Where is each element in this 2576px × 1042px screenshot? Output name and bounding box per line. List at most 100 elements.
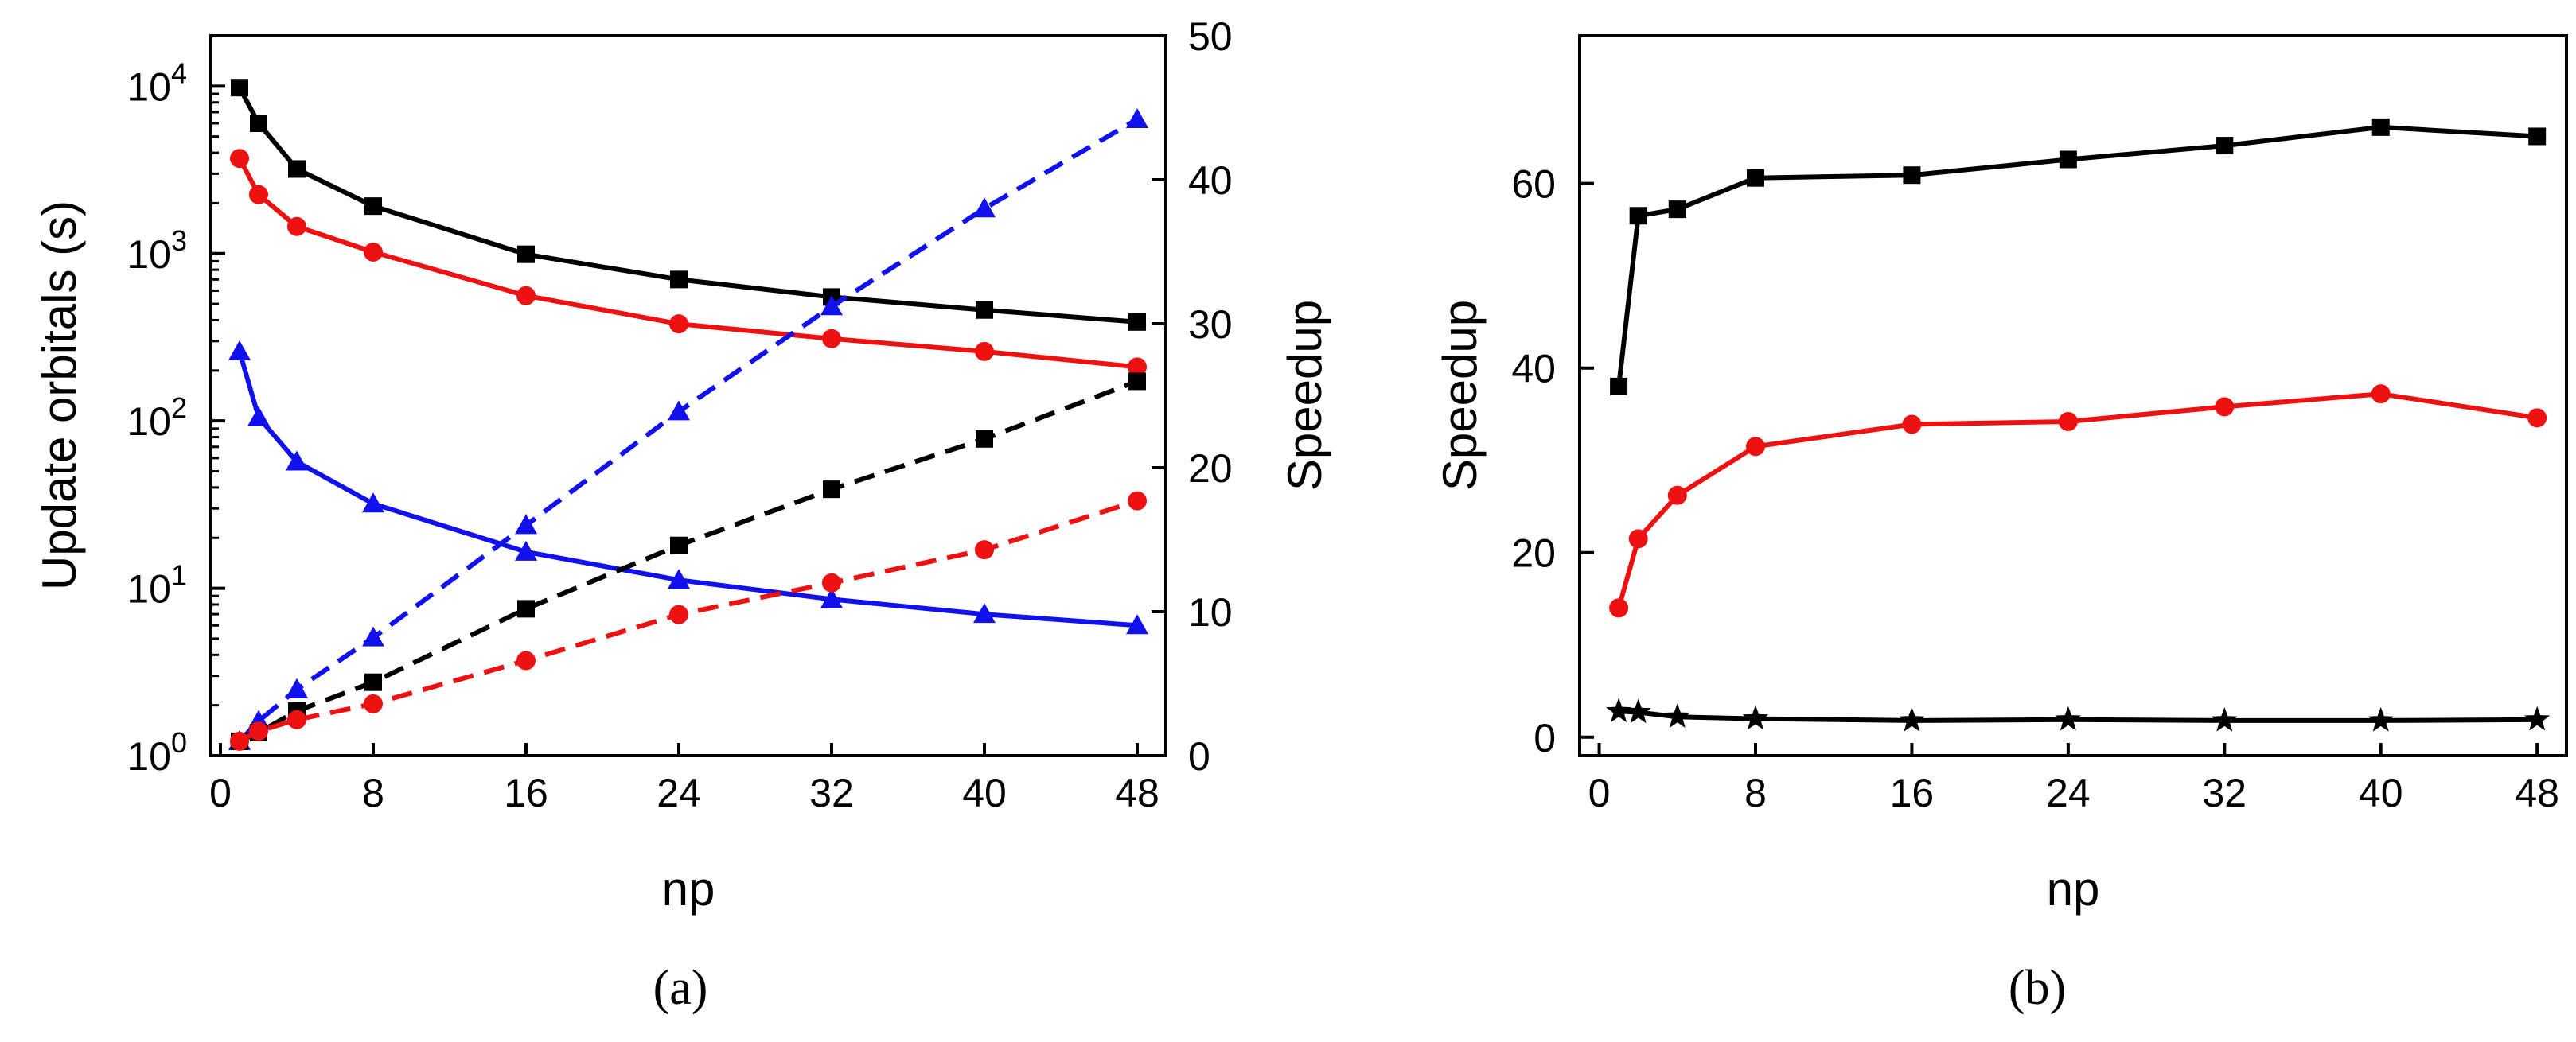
- b-speedup-black-point: [1746, 169, 1764, 187]
- b-speedup-star-point: [1742, 705, 1769, 730]
- a-speedup-black-point: [976, 430, 993, 448]
- y-right-tick-label: 20: [1188, 446, 1233, 491]
- a-time-black-point: [250, 115, 267, 133]
- a-time-black-point: [517, 245, 535, 263]
- b-speedup-star-point: [2368, 706, 2394, 732]
- a-time-blue-point: [362, 492, 384, 513]
- b-speedup-star-point: [2524, 706, 2551, 731]
- panel-a-series: [228, 79, 1148, 751]
- a-time-red-point: [364, 242, 383, 262]
- b-speedup-star-point: [1664, 703, 1690, 728]
- panel-a-x-axis: 0 8 16 24 32 40 48: [209, 743, 1159, 815]
- b-speedup-red-point: [2371, 384, 2391, 404]
- y-left-tick-label: 100: [127, 726, 187, 779]
- a-time-red-point: [669, 314, 688, 334]
- panel-b-caption: (b): [2009, 961, 2066, 1015]
- a-time-red-point: [249, 185, 268, 204]
- a-speedup-red-point: [249, 721, 268, 741]
- panel-a-ylabel-right: Speedup: [1278, 300, 1331, 491]
- b-speedup-black-line: [1616, 124, 2538, 387]
- a-time-red-point: [1128, 357, 1147, 377]
- b-speedup-red-point: [1667, 485, 1687, 505]
- a-time-black-point: [670, 270, 688, 289]
- x-tick-label: 24: [2046, 771, 2091, 815]
- a-speedup-blue-point: [286, 678, 308, 698]
- a-speedup-blue-point: [820, 295, 843, 316]
- x-tick-label: 40: [962, 771, 1007, 815]
- a-time-blue-line: [237, 351, 1138, 628]
- a-time-blue-point: [515, 540, 537, 561]
- b-speedup-red-point: [2058, 411, 2078, 431]
- b-speedup-red-point: [1902, 414, 1922, 434]
- b-speedup-star-point: [2055, 706, 2081, 731]
- panel-b-x-axis: 0 8 16 24 32 40 48: [1588, 743, 2559, 815]
- x-tick-label: 16: [1890, 771, 1935, 815]
- y-left-tick-label: 104: [127, 56, 187, 109]
- y-left-tick-label: 102: [127, 391, 187, 444]
- panel-b-series: [1605, 118, 2551, 732]
- x-tick-label: 0: [209, 771, 232, 815]
- a-time-black-point: [976, 301, 993, 319]
- a-time-red-point: [822, 329, 841, 348]
- a-speedup-red-point: [364, 694, 383, 713]
- y-right-tick-label: 30: [1188, 302, 1233, 347]
- panel-a-caption: (a): [653, 961, 708, 1015]
- a-speedup-black-point: [823, 480, 840, 499]
- x-tick-label: 8: [1744, 771, 1767, 815]
- a-speedup-black-point: [670, 536, 688, 554]
- a-time-black-point: [288, 160, 306, 178]
- panel-a-xlabel: np: [662, 862, 715, 916]
- a-speedup-blue-point: [973, 197, 996, 218]
- panel-a: 100 101 102 103 104 0 10 20 30 40 50 0 8 16 24 32 40 48…: [33, 14, 1331, 1015]
- y-tick-label: 40: [1511, 347, 1556, 391]
- a-time-blue-point: [228, 340, 251, 360]
- panel-b-y-axis: 0 20 40 60: [1511, 162, 1594, 760]
- b-speedup-black-point: [1610, 377, 1628, 395]
- panel-a-frame: [209, 34, 1167, 757]
- b-speedup-star-point: [1605, 698, 1632, 723]
- x-tick-label: 8: [362, 771, 384, 815]
- a-time-black-point: [1128, 313, 1146, 331]
- a-time-blue-point: [973, 603, 996, 624]
- a-speedup-red-point: [822, 573, 841, 593]
- a-speedup-red-point: [669, 605, 688, 624]
- y-left-tick-label: 103: [127, 224, 187, 277]
- panel-b-ylabel: Speedup: [1433, 300, 1487, 491]
- x-tick-label: 16: [504, 771, 548, 815]
- b-speedup-black-point: [1903, 166, 1921, 185]
- x-tick-label: 40: [2359, 771, 2403, 815]
- a-time-black-point: [364, 197, 382, 216]
- b-speedup-star-point: [1625, 698, 1651, 724]
- b-speedup-black-point: [2528, 127, 2547, 146]
- b-speedup-red-line: [1616, 391, 2538, 609]
- a-speedup-blue-point: [515, 514, 537, 535]
- a-time-blue-point: [820, 588, 843, 608]
- panel-a-left-axis: 100 101 102 103 104: [127, 34, 225, 779]
- a-time-red-point: [287, 216, 306, 236]
- y-left-tick-label: 101: [127, 559, 187, 612]
- a-speedup-blue-point: [1126, 107, 1148, 128]
- b-speedup-red-point: [1609, 598, 1629, 618]
- panel-a-ylabel-left: Update orbitals (s): [33, 200, 86, 590]
- b-speedup-red-point: [1628, 529, 1648, 549]
- y-right-tick-label: 40: [1188, 158, 1233, 203]
- panel-a-right-axis: 0 10 20 30 40 50: [1152, 14, 1233, 779]
- panel-b-frame: [1578, 34, 2568, 757]
- b-speedup-black-point: [2059, 150, 2077, 169]
- panel-b: 0 20 40 60 0 8 16 24 32 40 48 Speedup np (b): [1433, 34, 2568, 1015]
- y-tick-label: 60: [1511, 162, 1556, 207]
- a-time-black-point: [231, 79, 248, 97]
- b-speedup-black-point: [1668, 200, 1686, 219]
- b-speedup-black-point: [2371, 118, 2390, 136]
- panel-b-xlabel: np: [2047, 862, 2100, 916]
- a-speedup-black-point: [364, 673, 382, 691]
- a-speedup-red-point: [975, 540, 994, 560]
- y-tick-label: 20: [1511, 531, 1556, 576]
- b-speedup-red-point: [2527, 408, 2547, 428]
- y-right-tick-label: 10: [1188, 590, 1233, 635]
- x-tick-label: 0: [1588, 771, 1611, 815]
- a-time-red-line: [237, 157, 1138, 370]
- a-time-blue-point: [668, 569, 690, 589]
- a-speedup-black-point: [517, 600, 535, 618]
- a-time-red-point: [516, 286, 536, 305]
